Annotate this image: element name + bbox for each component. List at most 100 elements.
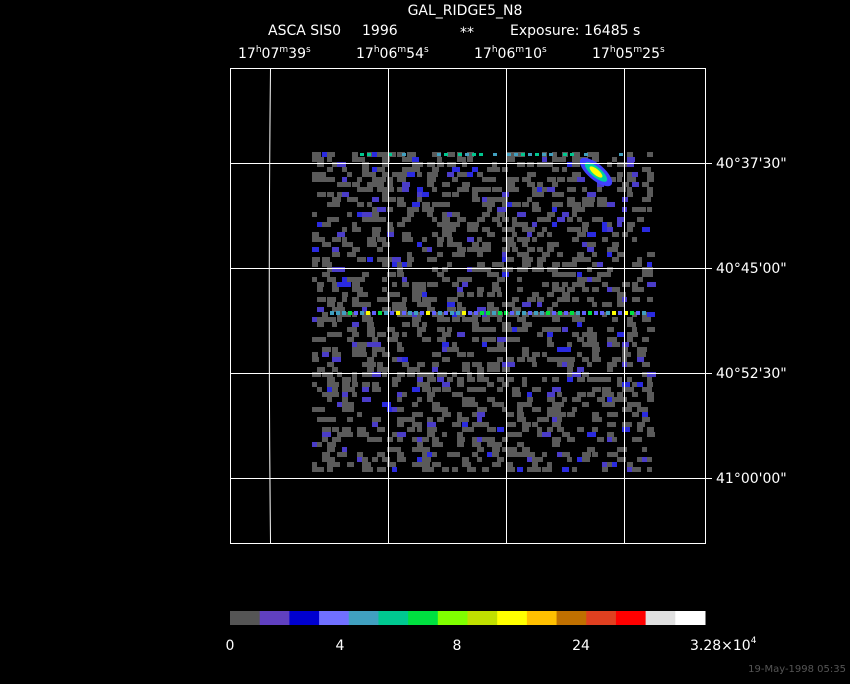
pixel — [317, 442, 322, 447]
pixel — [527, 257, 533, 262]
pixel — [642, 372, 651, 377]
pixel — [397, 172, 404, 177]
pixel — [534, 311, 538, 315]
pixel — [422, 437, 429, 442]
pixel — [647, 267, 653, 272]
pixel — [582, 452, 591, 457]
pixel — [427, 427, 436, 432]
pixel — [457, 252, 465, 257]
pixel — [337, 312, 344, 317]
pixel — [327, 217, 336, 222]
pixel — [542, 467, 551, 472]
pixel — [637, 262, 642, 267]
pixel — [382, 352, 390, 357]
pixel — [472, 442, 481, 447]
pixel — [497, 337, 506, 342]
pixel — [537, 432, 546, 437]
pixel — [552, 377, 559, 382]
pixel — [477, 237, 482, 242]
pixel — [647, 387, 652, 392]
pixel — [442, 467, 449, 472]
pixel — [382, 152, 391, 157]
pixel — [602, 377, 611, 382]
pixel — [427, 247, 432, 252]
pixel — [472, 317, 478, 322]
pixel — [444, 153, 448, 156]
ra-unit: h — [610, 45, 616, 55]
pixel — [390, 311, 394, 315]
pixel — [402, 322, 410, 327]
pixel — [402, 237, 407, 242]
pixel — [597, 202, 605, 207]
pixel — [468, 311, 472, 315]
pixel — [462, 172, 471, 177]
pixel — [457, 412, 462, 417]
pixel — [432, 172, 438, 177]
ra-value: 06 — [498, 46, 516, 62]
pixel — [547, 212, 555, 217]
pixel — [477, 307, 486, 312]
pixel — [507, 302, 515, 307]
pixel — [492, 217, 500, 222]
pixel — [412, 367, 420, 372]
pixel — [472, 187, 478, 192]
pixel — [442, 192, 451, 197]
pixel — [507, 227, 515, 232]
pixel — [527, 397, 533, 402]
pixel — [447, 307, 456, 312]
pixel — [327, 267, 336, 272]
pixel — [502, 257, 507, 262]
pixel — [602, 237, 608, 242]
pixel — [437, 337, 446, 342]
pixel — [467, 317, 476, 322]
pixel — [632, 312, 637, 317]
pixel — [497, 197, 503, 202]
pixel — [397, 302, 406, 307]
pixel — [627, 227, 633, 232]
pixel — [457, 332, 465, 337]
pixel — [467, 467, 476, 472]
pixel — [372, 217, 378, 222]
pixel — [642, 412, 648, 417]
pixel — [422, 192, 429, 197]
pixel — [362, 307, 367, 312]
pixel — [327, 387, 332, 392]
pixel — [352, 332, 359, 337]
pixel — [572, 282, 580, 287]
pixel — [336, 311, 340, 315]
pixel — [372, 311, 376, 315]
pixel — [547, 357, 556, 362]
pixel — [417, 327, 426, 332]
pixel — [582, 332, 589, 337]
pixel — [317, 192, 326, 197]
ra-unit: h — [492, 45, 498, 55]
pixel — [367, 362, 376, 367]
pixel — [557, 202, 563, 207]
pixel — [532, 422, 538, 427]
pixel — [552, 262, 560, 267]
pixel — [417, 377, 423, 382]
pixel — [367, 332, 375, 337]
pixel — [617, 377, 622, 382]
pixel — [367, 372, 372, 377]
pixel — [322, 372, 330, 377]
pixel — [577, 252, 584, 257]
pixel — [602, 312, 607, 317]
pixel — [327, 392, 334, 397]
pixel — [447, 212, 456, 217]
pixel — [397, 452, 404, 457]
pixel — [442, 222, 448, 227]
pixel — [636, 311, 640, 315]
pixel — [617, 177, 622, 182]
pixel — [572, 332, 579, 337]
pixel — [627, 467, 632, 472]
pixel — [447, 377, 453, 382]
pixel — [517, 417, 526, 422]
pixel — [357, 277, 365, 282]
pixel — [532, 237, 537, 242]
pixel — [547, 242, 553, 247]
pixel — [357, 352, 365, 357]
pixel — [382, 192, 388, 197]
